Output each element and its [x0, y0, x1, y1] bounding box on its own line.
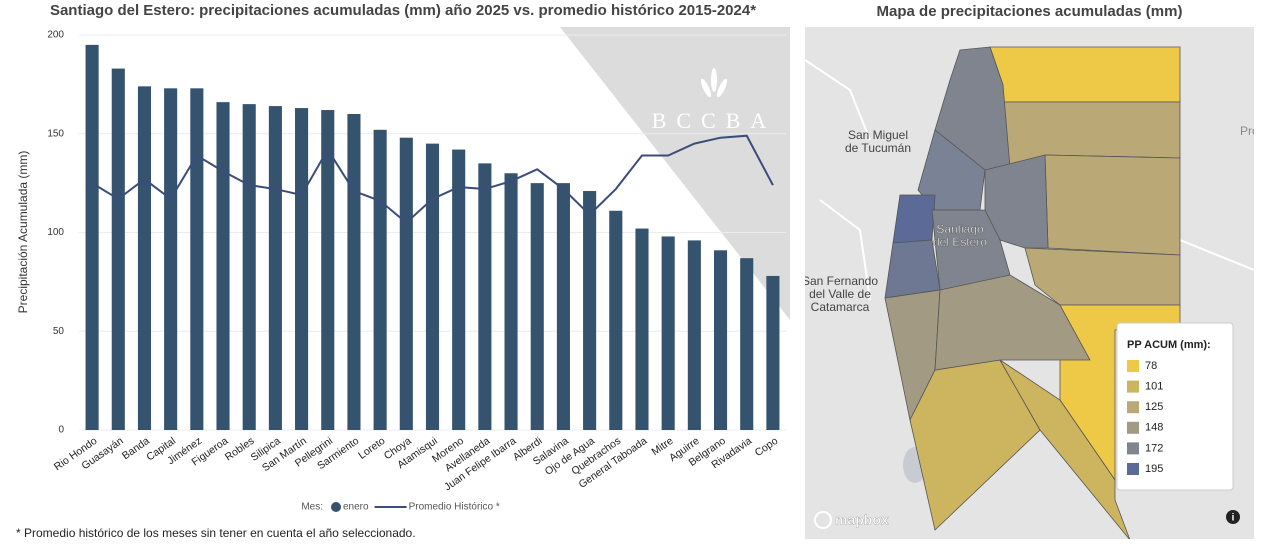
place-label: Santiago del Estero: [933, 222, 987, 249]
bar: [321, 110, 335, 431]
bar: [687, 240, 701, 430]
legend-swatch: [1127, 360, 1139, 372]
bar: [556, 183, 570, 430]
bar: [268, 106, 282, 430]
y-tick-label: 200: [47, 30, 64, 41]
bar: [425, 143, 440, 430]
map-title: Mapa de precipitaciones acumuladas (mm): [876, 3, 1183, 20]
legend-label: 148: [1145, 422, 1163, 434]
y-tick-label: 0: [58, 425, 64, 436]
legend-title: Mes:: [301, 502, 323, 513]
logo-leaf: [700, 68, 728, 98]
bar: [661, 236, 675, 430]
place-label: Pro: [1240, 124, 1254, 138]
bar: [609, 210, 623, 430]
map: San Miguel de Tucumán Santiago del Estero …: [805, 27, 1254, 539]
bar: [216, 102, 230, 431]
attribution: mapbox: [835, 512, 889, 528]
map-legend: [1116, 322, 1234, 491]
bar: [504, 173, 518, 430]
y-axis-title: Precipitación Acumulada (mm): [16, 151, 30, 314]
bar: [347, 114, 361, 430]
info-button[interactable]: [1226, 510, 1240, 524]
bar: [190, 88, 204, 430]
bar: [85, 44, 99, 430]
bar: [740, 258, 754, 430]
bar: [111, 68, 125, 430]
bar: [530, 183, 544, 430]
legend-swatch: [1127, 380, 1139, 393]
info-icon: i: [1232, 513, 1235, 524]
chart: BCCBA Santiago del Estero: precipitacion…: [16, 2, 790, 540]
watermark-bg: [560, 27, 790, 320]
watermark: BCCBA: [652, 108, 777, 133]
bar: [713, 250, 728, 430]
y-tick-label: 150: [47, 128, 64, 139]
bar: [295, 108, 309, 430]
legend-label: Promedio Histórico *: [409, 502, 500, 513]
legend-swatch: [1127, 442, 1139, 455]
bar: [137, 86, 152, 430]
legend-swatch: [1127, 401, 1139, 414]
bar: [373, 129, 387, 431]
legend-label: 101: [1145, 381, 1163, 393]
legend-label: 172: [1145, 442, 1163, 454]
bar: [164, 88, 178, 430]
place-label: San Miguel de Tucumán: [845, 128, 911, 155]
bar: [242, 104, 256, 430]
mapbox-logo: [814, 511, 832, 529]
bar: [399, 137, 413, 430]
legend-swatch: [1127, 421, 1139, 434]
y-tick-label: 100: [47, 227, 64, 238]
bar: [452, 149, 466, 431]
map-legend-title: PP ACUM (mm):: [1127, 339, 1211, 351]
legend-label: enero: [343, 502, 369, 513]
departments: [884, 46, 1181, 539]
road: [805, 59, 1254, 301]
legend-swatch: [331, 502, 341, 512]
legend-label: 125: [1145, 401, 1163, 413]
bar: [635, 228, 649, 430]
line: [91, 134, 774, 224]
chart-title: Santiago del Estero: precipitaciones acu…: [50, 2, 756, 19]
legend-label: 195: [1145, 463, 1163, 475]
bar: [766, 275, 780, 430]
legend-swatch: [1127, 463, 1139, 475]
bar: [583, 191, 597, 430]
legend-label: 78: [1145, 360, 1157, 372]
y-tick-label: 50: [53, 326, 65, 337]
bar: [478, 163, 492, 430]
x-tick-label: Loreto: [356, 435, 387, 462]
footnote: * Promedio histórico de los meses sin te…: [16, 526, 416, 540]
place-label: San Fernando del Valle de Catamarca: [805, 274, 878, 314]
x-tick-label: Copo: [753, 435, 781, 459]
